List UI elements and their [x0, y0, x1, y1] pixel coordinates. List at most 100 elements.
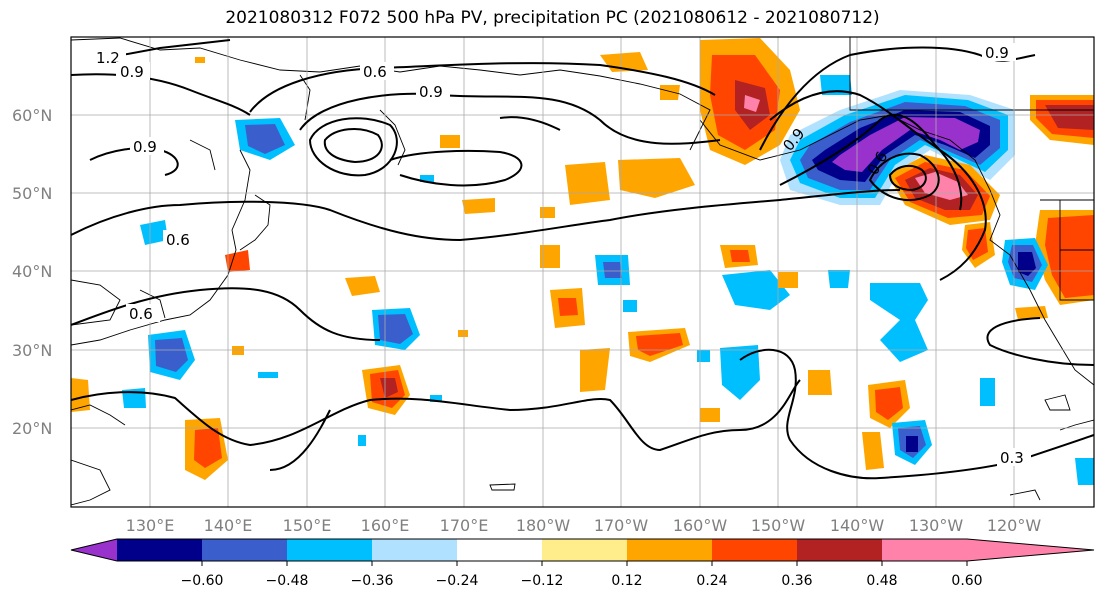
colorbar-segment — [797, 539, 882, 561]
positive-precip-area — [232, 346, 244, 355]
contour-label: 0.9 — [133, 138, 157, 156]
colorbar-tick-label: −0.12 — [521, 573, 564, 589]
pv-contour-line — [499, 116, 561, 131]
colorbar-tick-label: −0.48 — [266, 573, 309, 589]
colorbar-tick-label: 0.48 — [866, 573, 897, 589]
colorbar-tick-label: 0.36 — [781, 573, 812, 589]
positive-precip-area — [580, 348, 610, 392]
pv-contour-line — [888, 164, 927, 192]
negative-precip-area — [420, 175, 434, 182]
contour-label: 0.9 — [120, 63, 144, 81]
lon-label: 150°E — [283, 516, 332, 535]
colorbar-extend-left — [71, 539, 117, 561]
lon-label: 180°W — [516, 516, 571, 535]
positive-precip-area — [1045, 105, 1094, 130]
pv-contour-line — [389, 149, 523, 187]
contour-label: 0.9 — [419, 83, 443, 101]
colorbar-segment — [287, 539, 372, 561]
contour-label: 0.6 — [363, 63, 387, 81]
pv-contour-line — [868, 152, 940, 201]
gridlines — [71, 37, 1094, 507]
colorbar-segment — [542, 539, 627, 561]
pv-contour-line — [269, 409, 331, 471]
negative-precip-area — [832, 117, 980, 172]
colorbar-tick-label: −0.24 — [436, 573, 479, 589]
negative-precip-area — [378, 314, 413, 344]
positive-precip-area — [380, 378, 398, 398]
lon-label: 150°W — [751, 516, 806, 535]
lon-label: 120°W — [987, 516, 1042, 535]
lon-label: 170°W — [594, 516, 649, 535]
colorbar-segment — [627, 539, 712, 561]
positive-precip-area — [1045, 215, 1094, 298]
positive-precip-area — [458, 330, 468, 337]
negative-precip-area — [358, 435, 366, 446]
pv-contour-line — [323, 128, 383, 164]
contour-label: 0.6 — [166, 231, 190, 249]
positive-precip-area — [778, 272, 798, 288]
negative-precip-area — [1075, 458, 1094, 485]
colorbar-extend-right — [967, 539, 1094, 561]
positive-precip-area — [462, 198, 495, 214]
positive-precip-area — [618, 158, 695, 198]
contour-label: 0.6 — [129, 305, 153, 323]
positive-precip-area — [660, 85, 680, 100]
contour-label: 0.9 — [985, 44, 1009, 62]
positive-precip-area — [875, 387, 903, 420]
lat-label: 40°N — [12, 262, 52, 281]
colorbar-segment — [882, 539, 967, 561]
negative-precip-area — [980, 378, 995, 406]
pv-contours — [71, 39, 1094, 480]
negative-precip-area — [140, 220, 168, 245]
pv-contour-line — [779, 113, 963, 211]
positive-precip-area — [558, 298, 578, 316]
negative-precip-area — [245, 124, 285, 154]
negative-precip-area — [870, 283, 928, 362]
positive-precip-area — [730, 250, 750, 262]
colorbar-tick-label: 0.24 — [696, 573, 727, 589]
lon-label: 170°E — [440, 516, 489, 535]
lat-label: 60°N — [12, 106, 52, 125]
negative-precip-area — [820, 75, 852, 95]
colorbar-segment — [202, 539, 287, 561]
pv-contour-line — [71, 379, 801, 452]
pv-contour-line — [308, 117, 398, 177]
colorbar-tick-label: −0.36 — [351, 573, 394, 589]
lat-label: 30°N — [12, 341, 52, 360]
positive-precip-area — [195, 57, 205, 63]
negative-precip-area — [603, 262, 622, 278]
negative-precip-area — [1018, 252, 1036, 276]
pv-contour-line — [249, 62, 716, 113]
negative-precip-area — [258, 372, 278, 378]
lon-label: 140°E — [204, 516, 253, 535]
lon-label: 130°E — [126, 516, 175, 535]
map-title: 2021080312 F072 500 hPa PV, precipitatio… — [225, 8, 880, 28]
colorbar-tick-label: 0.12 — [611, 573, 642, 589]
colorbar-segment — [457, 539, 542, 561]
positive-precip-area — [565, 162, 610, 205]
latitude-labels: 60°N 50°N 40°N 30°N 20°N — [12, 106, 52, 438]
colorbar-segment — [117, 539, 202, 561]
positive-precip-area — [71, 378, 90, 412]
positive-precip-area — [862, 432, 884, 470]
negative-precip-area — [906, 436, 918, 452]
colorbar: −0.60 −0.48 −0.36 −0.24 −0.12 0.12 0.24 … — [70, 538, 1095, 589]
positive-precip-area — [808, 370, 832, 395]
colorbar-segment — [372, 539, 457, 561]
colorbar-tick-label: −0.60 — [181, 573, 224, 589]
contour-label: 0.3 — [1000, 449, 1024, 467]
negative-precip-area — [720, 345, 760, 400]
colorbar-outline — [70, 538, 1095, 562]
positive-precip-area — [194, 428, 222, 468]
positive-precip-area — [345, 276, 380, 296]
colorbar-segment — [712, 539, 797, 561]
lon-label: 140°W — [830, 516, 885, 535]
longitude-labels: 130°E 140°E 150°E 160°E 170°E 180°W 170°… — [126, 516, 1042, 535]
pv-contour-line — [71, 73, 251, 116]
colorbar-tick-label: 0.60 — [951, 573, 982, 589]
negative-precip-area — [623, 300, 637, 312]
positive-precip-area — [540, 245, 560, 268]
lat-label: 20°N — [12, 419, 52, 438]
positive-precip-area — [225, 250, 250, 272]
